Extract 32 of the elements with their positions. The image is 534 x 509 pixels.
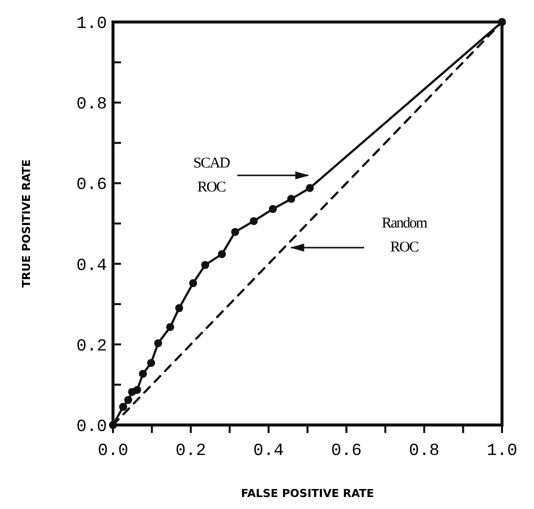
x-tick-label: 0.6 xyxy=(331,442,362,461)
point xyxy=(306,184,314,192)
x-tick-label: 0.8 xyxy=(408,442,440,461)
y-tick-label: 0.6 xyxy=(76,176,107,196)
point xyxy=(287,194,296,203)
point xyxy=(218,250,226,258)
point xyxy=(147,358,156,367)
annotation: SCAD ROC xyxy=(193,155,230,196)
y-tick-label: 0.0 xyxy=(76,418,107,437)
point xyxy=(124,396,132,404)
point xyxy=(154,339,162,348)
y-axis-title: TRUE POSITIVE RATE xyxy=(20,159,33,288)
point xyxy=(133,386,142,394)
x-tick-label: 1.0 xyxy=(486,442,518,461)
point xyxy=(201,261,210,270)
y-tick-label: 1.0 xyxy=(76,15,107,34)
annotation: Random ROC xyxy=(382,216,428,256)
x-axis-title: FALSE POSITIVE RATE xyxy=(240,487,374,500)
point xyxy=(166,323,174,332)
point xyxy=(175,304,184,312)
x-tick-label: 0.4 xyxy=(253,442,284,461)
point xyxy=(119,402,128,411)
point xyxy=(268,204,277,213)
y-tick-label: 0.2 xyxy=(76,337,107,356)
point xyxy=(138,370,147,378)
x-tick-label: 0.2 xyxy=(175,442,206,461)
x-tick-label: 0.0 xyxy=(98,442,128,461)
y-tick-label: 0.4 xyxy=(76,256,107,276)
point xyxy=(231,228,240,236)
y-tick-label: 0.8 xyxy=(76,96,107,115)
point xyxy=(189,279,198,288)
point xyxy=(250,217,258,226)
